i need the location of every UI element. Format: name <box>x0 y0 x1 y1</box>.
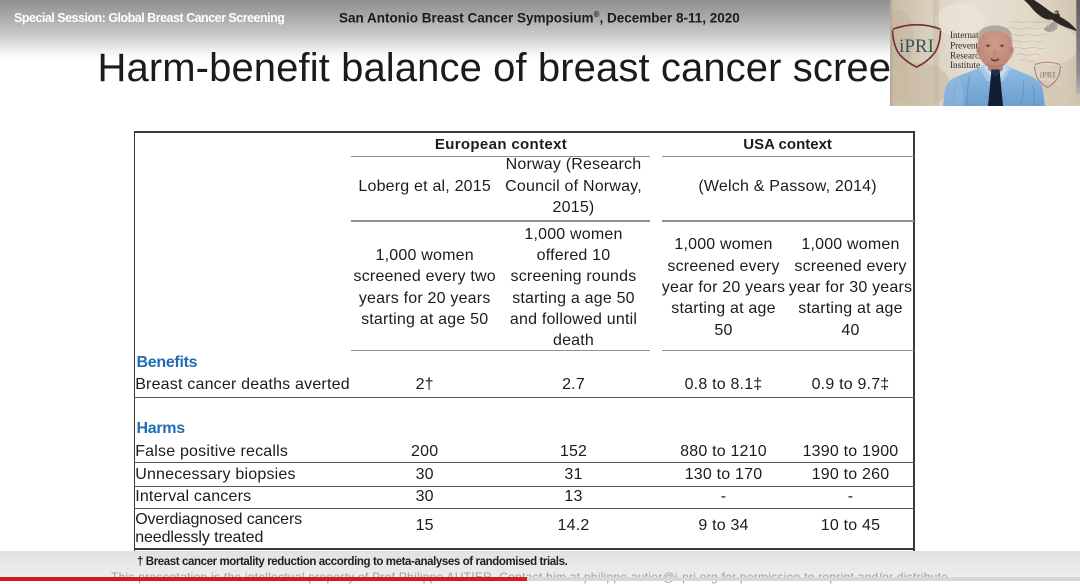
svg-text:Research: Research <box>950 51 984 61</box>
svg-text:iPRI: iPRI <box>899 36 934 57</box>
svg-text:International: International <box>950 30 997 40</box>
svg-text:Prevention: Prevention <box>950 41 990 51</box>
svg-text:Institute: Institute <box>950 60 980 70</box>
svg-text:iPRI: iPRI <box>1040 70 1056 80</box>
